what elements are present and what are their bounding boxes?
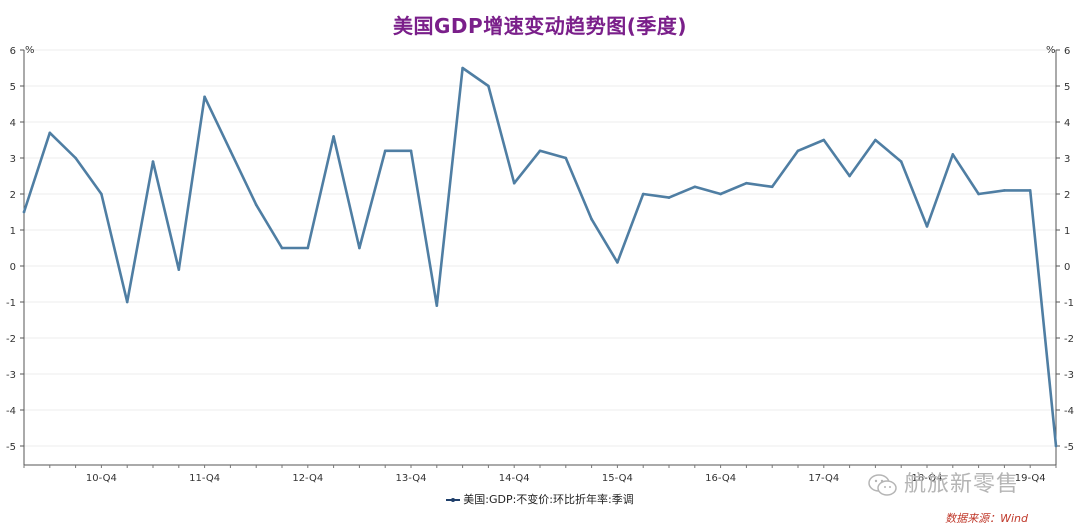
data-point [409,149,413,153]
data-point [719,192,722,196]
gridlines [24,49,1056,447]
data-point [925,225,929,228]
x-tick-label: 15-Q4 [602,473,633,484]
y-tick-label-right: 5 [1064,82,1070,93]
data-point [951,153,955,156]
data-point [770,185,774,189]
x-tick-label: 19-Q4 [1015,473,1046,484]
y-tick-label-right: -4 [1064,406,1074,417]
data-point [1054,444,1058,448]
data-point [461,66,464,70]
data-point [848,174,851,178]
legend-line-swatch [446,498,461,502]
source-note: 数据来源：Wind [945,512,1028,525]
y-tick-label-right: -3 [1064,370,1074,381]
data-point [796,149,800,153]
data-point [332,135,335,138]
data-point [487,84,490,88]
y-tick-label-left: -5 [6,442,16,453]
data-point [616,261,619,264]
y-tick-label-right: 4 [1064,118,1070,129]
y-tick-label-left: 3 [10,154,16,165]
data-point [48,131,52,135]
y-tick-label-left: 5 [10,82,16,93]
y-tick-label-left: 4 [10,118,16,129]
x-tick-label: 14-Q4 [499,473,530,484]
y-tick-label-right: -5 [1064,442,1074,453]
x-tick-label: 12-Q4 [292,473,323,484]
data-point [280,246,284,250]
data-point [512,181,516,185]
data-point [435,304,439,307]
y-axis-left-unit: % [25,45,35,56]
legend: 美国:GDP:不变价:环比折年率:季调 [0,491,1080,507]
data-point [358,246,361,250]
data-point [1028,189,1032,192]
data-point [229,149,232,153]
x-tick-label: 11-Q4 [189,473,220,484]
data-point [100,192,103,196]
data-point [1003,189,1006,192]
y-tick-label-left: 6 [10,46,16,57]
chart-title: 美国GDP增速变动趋势图(季度) [393,14,687,38]
y-tick-label-right: 3 [1064,154,1070,165]
y-tick-label-right: 0 [1064,262,1070,273]
data-point [306,246,310,250]
series-line [22,66,1058,448]
data-point [203,95,206,99]
y-axis-right-ticks: 6 5 4 3 2 1 0 -1 -2 -3 -4 -5 [1064,46,1074,453]
axes [20,49,1060,468]
x-tick-label: 18-Q4 [912,473,943,484]
y-axis-right-unit: % [1046,45,1056,56]
data-point [745,181,748,185]
data-point [590,217,593,221]
data-point [538,149,542,153]
data-point [177,268,181,271]
y-tick-label-right: -2 [1064,334,1074,345]
x-tick-label: 10-Q4 [86,473,117,484]
data-point [254,203,258,207]
wechat-icon [868,474,897,496]
y-tick-label-right: 2 [1064,190,1070,201]
data-point [693,185,697,189]
data-point [977,192,980,196]
y-tick-label-left: -3 [6,370,16,381]
y-tick-label-left: -2 [6,334,16,345]
y-tick-label-left: -1 [6,298,16,309]
y-axis-left-ticks: 6 5 4 3 2 1 0 -1 -2 -3 -4 -5 [6,46,16,453]
data-point [874,138,877,142]
data-point [74,156,77,160]
data-point [22,210,26,214]
x-axis-ticks: 10-Q4 11-Q4 12-Q4 13-Q4 14-Q4 15-Q4 16-Q4 17-Q4… [86,473,1046,484]
x-tick-label: 13-Q4 [396,473,427,484]
data-point [641,192,645,196]
data-point [151,160,155,163]
y-tick-label-left: 1 [10,226,16,237]
legend-label: 美国:GDP:不变价:环比折年率:季调 [463,493,634,506]
data-point [667,196,671,199]
watermark: 航旅新零售 [868,466,1019,498]
data-point [822,138,826,142]
y-tick-label-left: -4 [6,406,16,417]
data-point [125,300,129,304]
y-tick-label-left: 0 [10,262,16,273]
data-point [564,156,568,160]
watermark-text: 航旅新零售 [904,472,1020,497]
y-tick-label-right: 1 [1064,226,1070,237]
data-point [899,160,903,163]
series-group [22,66,1058,448]
data-point [383,149,387,153]
x-tick-label: 16-Q4 [705,473,736,484]
x-tick-label: 17-Q4 [808,473,839,484]
y-tick-label-right: 6 [1064,46,1070,57]
y-tick-label-right: -1 [1064,298,1074,309]
y-tick-label-left: 2 [10,190,16,201]
